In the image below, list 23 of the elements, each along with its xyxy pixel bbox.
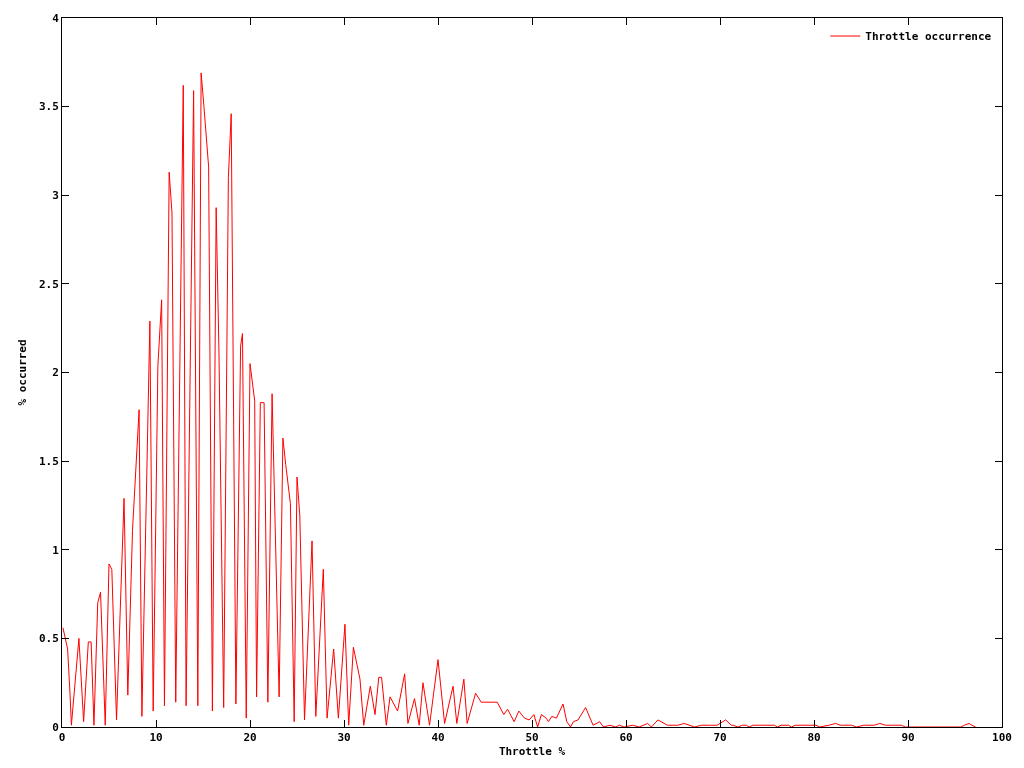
y-tick-label: 2 [52,366,59,380]
x-tick-label: 60 [619,731,633,745]
x-tick-label: 10 [149,731,163,745]
x-tick-label: 40 [431,731,445,745]
line-series [62,72,977,727]
y-tick-label: 1 [52,543,60,557]
x-tick-label: 50 [525,731,539,745]
y-tick-label: 1.5 [38,454,59,468]
x-tick-label: 80 [807,731,821,745]
x-tick-label: 70 [713,731,727,745]
x-tick-label: 90 [901,731,915,745]
x-axis-title: Throttle % [498,745,566,759]
y-tick-label: 3.5 [38,100,59,114]
y-tick-label: 4 [52,11,60,25]
x-tick-label: 20 [243,731,257,745]
x-tick-label: 30 [337,731,351,745]
y-tick-label: 2.5 [38,277,59,291]
y-tick-label: 0.5 [38,632,59,646]
y-tick-label: 0 [52,720,59,734]
y-tick-label: 3 [52,189,59,203]
legend-label: Throttle occurrence [865,30,992,44]
y-axis-title: % occurred [15,339,29,406]
x-tick-label: 100 [992,731,1012,745]
